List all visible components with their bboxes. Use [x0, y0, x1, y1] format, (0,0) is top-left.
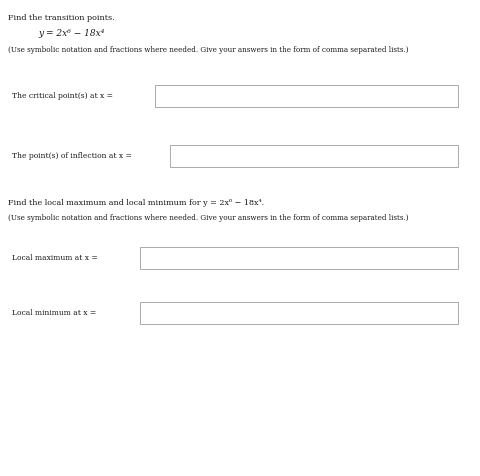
Text: Local minimum at x =: Local minimum at x =: [12, 309, 96, 317]
Text: The point(s) of inflection at x =: The point(s) of inflection at x =: [12, 152, 132, 160]
Text: Find the local maximum and local minimum for y = 2x⁶ − 18x⁴.: Find the local maximum and local minimum…: [8, 199, 264, 207]
FancyBboxPatch shape: [140, 302, 458, 324]
Text: (Use symbolic notation and fractions where needed. Give your answers in the form: (Use symbolic notation and fractions whe…: [8, 46, 408, 54]
FancyBboxPatch shape: [155, 85, 458, 107]
Text: (Use symbolic notation and fractions where needed. Give your answers in the form: (Use symbolic notation and fractions whe…: [8, 214, 408, 222]
FancyBboxPatch shape: [170, 145, 458, 167]
Text: y = 2x⁶ − 18x⁴: y = 2x⁶ − 18x⁴: [38, 29, 104, 38]
Text: Local maximum at x =: Local maximum at x =: [12, 254, 98, 262]
FancyBboxPatch shape: [140, 247, 458, 269]
Text: Find the transition points.: Find the transition points.: [8, 14, 115, 22]
Text: The critical point(s) at x =: The critical point(s) at x =: [12, 92, 113, 100]
